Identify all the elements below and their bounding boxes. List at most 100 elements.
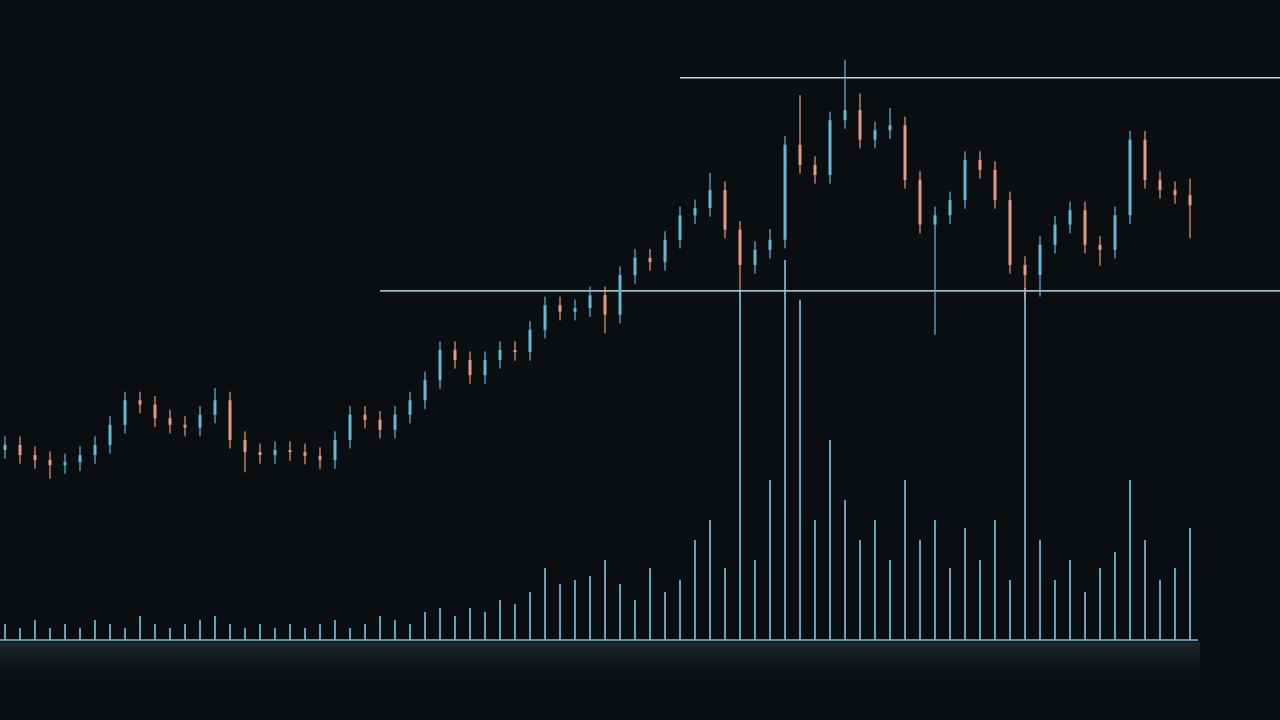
- volume-bar: [1069, 560, 1071, 640]
- candle-body: [363, 414, 367, 420]
- volume-bar: [649, 568, 651, 640]
- candle-body: [168, 418, 172, 425]
- candle-body: [1173, 190, 1177, 196]
- volume-bar: [94, 620, 96, 640]
- candle-body: [123, 400, 127, 425]
- volume-bar: [169, 628, 171, 640]
- volume-bar: [529, 592, 531, 640]
- volume-bar: [499, 600, 501, 640]
- candle-body: [903, 125, 907, 180]
- candle-body: [228, 400, 232, 440]
- candle-body: [978, 159, 982, 170]
- volume-bar: [589, 576, 591, 640]
- candle-body: [708, 190, 712, 209]
- volume-bar: [994, 520, 996, 640]
- candle-body: [288, 450, 292, 453]
- volume-bar: [424, 612, 426, 640]
- candle-body: [1188, 195, 1192, 206]
- candle-body: [138, 400, 142, 405]
- candle-body: [678, 215, 682, 240]
- volume-bar: [1009, 580, 1011, 640]
- volume-bar: [304, 628, 306, 640]
- volume-bar: [1024, 288, 1026, 640]
- candle-body: [933, 215, 937, 225]
- volume-bar: [679, 580, 681, 640]
- candle-body: [1158, 180, 1162, 191]
- volume-reflection: [0, 642, 1200, 687]
- volume-bar: [1054, 580, 1056, 640]
- candle-body: [1113, 215, 1117, 250]
- candle-body: [198, 414, 202, 428]
- candle-body: [183, 424, 187, 428]
- candle-body: [573, 308, 577, 312]
- candle-body: [828, 120, 832, 175]
- candle-body: [528, 329, 532, 353]
- volume-bar: [79, 628, 81, 640]
- volume-bar: [184, 624, 186, 640]
- candle-body: [93, 444, 97, 456]
- volume-bar: [634, 600, 636, 640]
- volume-bar: [814, 520, 816, 640]
- candle-body: [948, 200, 952, 216]
- candle-body: [33, 455, 37, 461]
- candle-body: [603, 295, 607, 315]
- volume-bar: [544, 568, 546, 640]
- volume-bar: [244, 628, 246, 640]
- candle-body: [423, 380, 427, 401]
- volume-bar: [4, 624, 6, 640]
- candle-body: [243, 439, 247, 453]
- candle-body: [468, 360, 472, 376]
- volume-bar: [229, 624, 231, 640]
- volume-bar: [799, 300, 801, 640]
- volume-bar: [139, 616, 141, 640]
- volume-bar: [619, 584, 621, 640]
- candle-body: [153, 404, 157, 419]
- volume-bar: [64, 624, 66, 640]
- volume-bar: [769, 480, 771, 640]
- volume-bar: [259, 624, 261, 640]
- candle-body: [378, 419, 382, 430]
- candle-body: [843, 110, 847, 121]
- candle-body: [333, 439, 337, 461]
- volume-bar: [904, 480, 906, 640]
- volume-bar: [784, 260, 786, 640]
- volume-bar: [364, 624, 366, 640]
- candle-body: [393, 414, 397, 430]
- volume-bar: [829, 440, 831, 640]
- volume-bar: [664, 592, 666, 640]
- volume-bar: [724, 568, 726, 640]
- volume-bar: [1114, 552, 1116, 640]
- candle-body: [63, 462, 67, 466]
- candle-body: [738, 229, 742, 265]
- volume-bar: [394, 620, 396, 640]
- candle-body: [48, 460, 52, 466]
- candle-body: [663, 239, 667, 263]
- candle-body: [813, 164, 817, 175]
- volume-bar: [49, 628, 51, 640]
- volume-bar: [109, 624, 111, 640]
- volume-bar: [604, 560, 606, 640]
- volume-bar: [694, 540, 696, 640]
- candle-body: [1053, 224, 1057, 245]
- candle-body: [1008, 200, 1012, 265]
- volume-bar: [1189, 528, 1191, 640]
- candle-body: [543, 305, 547, 330]
- volume-bar: [1039, 540, 1041, 640]
- volume-bar: [889, 560, 891, 640]
- volume-bar: [154, 624, 156, 640]
- volume-bar: [124, 628, 126, 640]
- candle-body: [258, 452, 262, 456]
- volume-bar: [1084, 592, 1086, 640]
- volume-bar: [934, 520, 936, 640]
- candle-body: [918, 180, 922, 225]
- volume-bar: [844, 500, 846, 640]
- volume-bar: [919, 540, 921, 640]
- candle-body: [408, 400, 412, 415]
- candle-body: [1023, 264, 1027, 276]
- candle-body: [348, 414, 352, 440]
- candle-body: [633, 257, 637, 276]
- candle-body: [963, 159, 967, 201]
- volume-bar: [454, 616, 456, 640]
